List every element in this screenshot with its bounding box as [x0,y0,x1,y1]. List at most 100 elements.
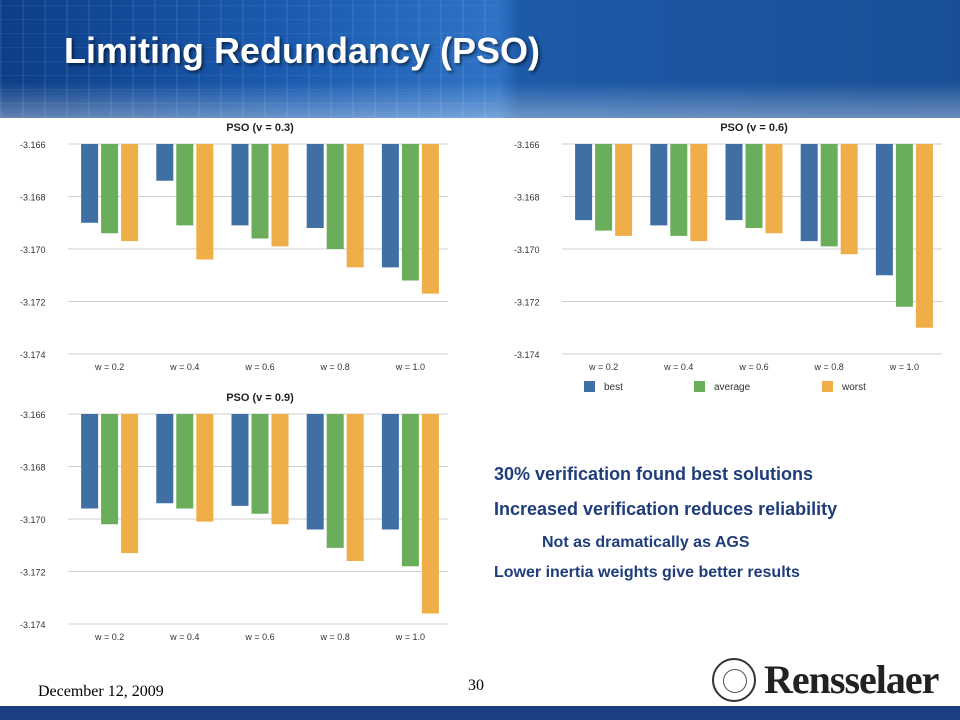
y-tick-label: -3.166 [20,410,46,420]
x-tick-label: w = 0.6 [244,632,274,642]
bar-average [670,144,688,236]
bar-average [745,144,763,228]
y-tick-label: -3.168 [20,193,46,203]
footer-date: December 12, 2009 [38,683,164,700]
legend-label-best: best [604,382,623,393]
legend-swatch-worst [822,381,833,392]
bar-best [650,144,668,226]
bar-best [725,144,743,221]
chart-title: PSO (v = 0.6) [720,122,788,134]
bar-best [156,414,174,504]
bar-worst [346,414,364,561]
bar-average [176,144,194,226]
bullet-item: Increased verification reduces reliabili… [494,499,838,519]
bar-best [81,144,99,223]
bar-worst [196,414,214,522]
bar-best [875,144,893,276]
legend-label-average: average [714,382,751,393]
bar-worst [121,414,139,554]
chart-pso-v03: PSO (v = 0.3) -3.166 -3.168 -3.170 -3.172 -3.… [18,118,450,380]
bar-worst [196,144,214,260]
y-tick-label: -3.174 [20,620,46,630]
bar-average [251,144,269,239]
bar-best [381,414,399,530]
bullet-item: 30% verification found best solutions [494,464,814,484]
bar-average [595,144,613,231]
rensselaer-logo: Rensselaer [712,656,956,706]
bar-average [251,414,269,514]
header-binary-graphic [0,0,500,118]
x-tick-label: w = 0.2 [94,362,124,372]
chart-pso-v06: PSO (v = 0.6) -3.166 -3.168 -3.170 -3.172 -3.… [512,118,944,408]
y-tick-label: -3.170 [20,515,46,525]
x-tick-label: w = 0.6 [244,362,274,372]
chart-title: PSO (v = 0.3) [226,122,294,134]
x-tick-label: w = 1.0 [395,362,425,372]
y-tick-label: -3.174 [514,350,540,360]
y-tick-label: -3.172 [20,298,46,308]
x-tick-label: w = 1.0 [395,632,425,642]
bar-best [231,414,249,506]
x-tick-label: w = 0.6 [738,362,768,372]
bar-average [401,144,419,281]
y-tick-label: -3.170 [514,245,540,255]
bar-average [176,414,194,509]
y-tick-label: -3.168 [514,193,540,203]
bar-best [156,144,174,181]
x-tick-label: w = 0.4 [169,362,199,372]
bar-best [575,144,593,221]
x-tick-label: w = 0.8 [814,362,844,372]
bar-average [326,144,344,249]
y-tick-label: -3.170 [20,245,46,255]
bar-worst [421,414,439,614]
legend-swatch-best [584,381,595,392]
bar-average [101,414,119,525]
legend-swatch-average [694,381,705,392]
bullet-list: 30% verification found best solutions In… [494,464,944,582]
y-tick-label: -3.174 [20,350,46,360]
x-tick-label: w = 0.2 [588,362,618,372]
x-tick-label: w = 0.4 [169,632,199,642]
bar-best [381,144,399,268]
x-tick-label: w = 1.0 [889,362,919,372]
y-tick-label: -3.172 [20,568,46,578]
bar-best [306,144,324,228]
bar-best [81,414,99,509]
bar-worst [421,144,439,294]
bar-average [401,414,419,567]
bar-worst [346,144,364,268]
legend-label-worst: worst [841,382,866,393]
x-tick-label: w = 0.2 [94,632,124,642]
x-tick-label: w = 0.4 [663,362,693,372]
bar-worst [765,144,783,234]
bar-worst [271,414,289,525]
bar-best [231,144,249,226]
slide-title: Limiting Redundancy (PSO) [64,30,541,71]
bar-average [326,414,344,548]
bar-average [895,144,913,307]
bullet-item: Lower inertia weights give better result… [494,564,800,581]
page-number: 30 [468,677,484,694]
y-tick-label: -3.166 [20,140,46,150]
slide-header [0,0,960,118]
bar-average [820,144,838,247]
bar-best [306,414,324,530]
bullet-subitem: Not as dramatically as AGS [542,534,750,551]
chart-title: PSO (v = 0.9) [226,392,294,404]
bar-worst [690,144,708,242]
bar-worst [915,144,933,328]
bar-best [800,144,818,242]
bar-worst [615,144,633,236]
footer-bar [0,706,960,720]
x-tick-label: w = 0.8 [320,362,350,372]
bar-worst [121,144,139,242]
chart-pso-v09: PSO (v = 0.9) -3.166 -3.168 -3.170 -3.172 -3.… [18,388,450,650]
bar-average [101,144,119,234]
x-tick-label: w = 0.8 [320,632,350,642]
rensselaer-seal-icon [712,658,756,702]
y-tick-label: -3.172 [514,298,540,308]
logo-wordmark: Rensselaer [764,657,939,702]
bar-worst [840,144,858,255]
y-tick-label: -3.168 [20,463,46,473]
bar-worst [271,144,289,247]
